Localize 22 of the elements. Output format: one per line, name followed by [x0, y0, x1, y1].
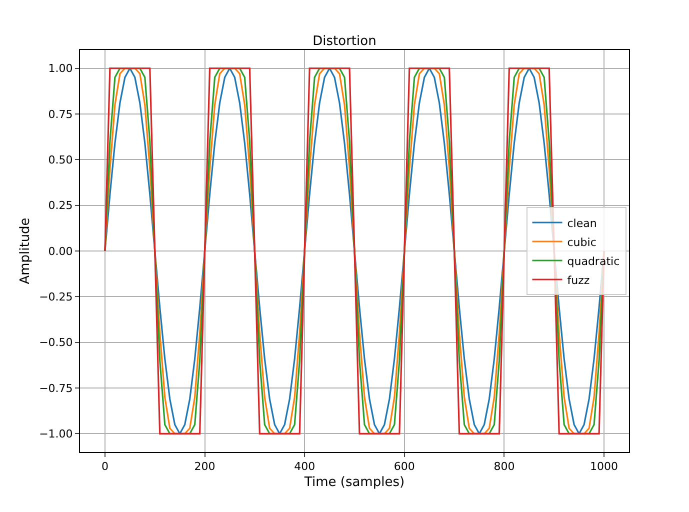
x-tick-label: 600 [394, 460, 415, 474]
legend-label: fuzz [567, 274, 590, 287]
y-tick-label: 0.25 [48, 199, 73, 212]
legend-label: quadratic [567, 254, 620, 268]
chart-title: Distortion [312, 34, 376, 49]
x-axis-title: Time (samples) [303, 474, 405, 490]
x-tick-label: 200 [194, 460, 216, 474]
y-tick-label: 0.75 [48, 108, 73, 121]
x-tick-label: 800 [494, 460, 515, 474]
y-tick-label: 0.50 [48, 153, 73, 166]
legend-label: cubic [567, 236, 596, 249]
x-tick-label: 0 [101, 460, 108, 474]
y-tick-label: −0.75 [39, 382, 73, 395]
y-tick-label: −0.25 [39, 290, 73, 304]
legend-label: clean [567, 216, 597, 230]
x-tick-label: 1000 [590, 460, 618, 474]
x-tick-label: 400 [294, 460, 316, 474]
y-tick-label: −1.00 [39, 428, 73, 441]
y-tick-label: 0.00 [48, 244, 73, 258]
y-tick-label: −0.50 [39, 336, 73, 350]
y-tick-label: 1.00 [48, 62, 73, 76]
y-axis-title: Amplitude [18, 218, 34, 284]
